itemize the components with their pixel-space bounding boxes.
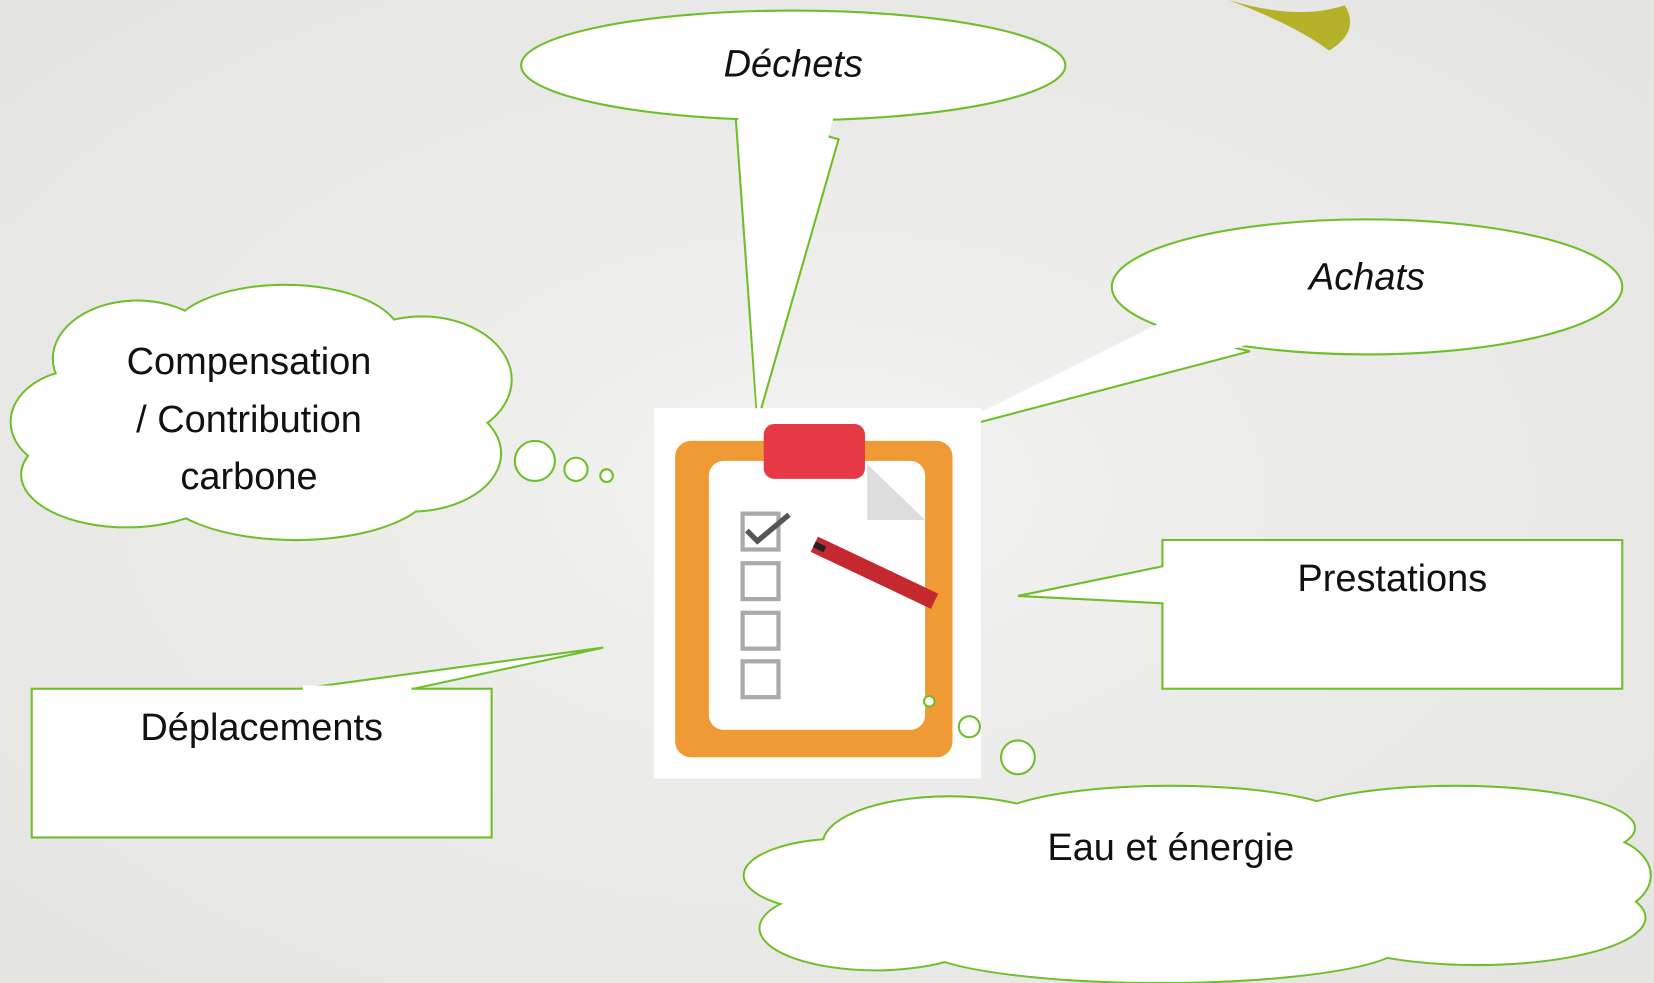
clipboard-icon <box>654 408 981 779</box>
leaf <box>1228 0 1351 51</box>
prestations-callout: Prestations <box>1017 538 1624 690</box>
deplacements-callout: Déplacements <box>30 646 604 839</box>
compensation-line: Compensation <box>127 341 372 383</box>
achats-label: Achats <box>1307 257 1425 299</box>
achats-callout: Achats <box>940 218 1624 434</box>
compensation-cloud: Compensation / Contribution carbone <box>9 283 614 542</box>
dechets-label: Déchets <box>724 43 863 85</box>
prestations-label: Prestations <box>1297 558 1487 600</box>
eau-label: Eau et énergie <box>1047 827 1294 869</box>
eau-cloud: Eau et énergie <box>742 695 1652 983</box>
dechets-callout: Déchets <box>520 9 1067 423</box>
compensation-line: carbone <box>180 456 317 498</box>
deplacements-label: Déplacements <box>140 707 383 749</box>
compensation-line: / Contribution <box>136 399 362 441</box>
